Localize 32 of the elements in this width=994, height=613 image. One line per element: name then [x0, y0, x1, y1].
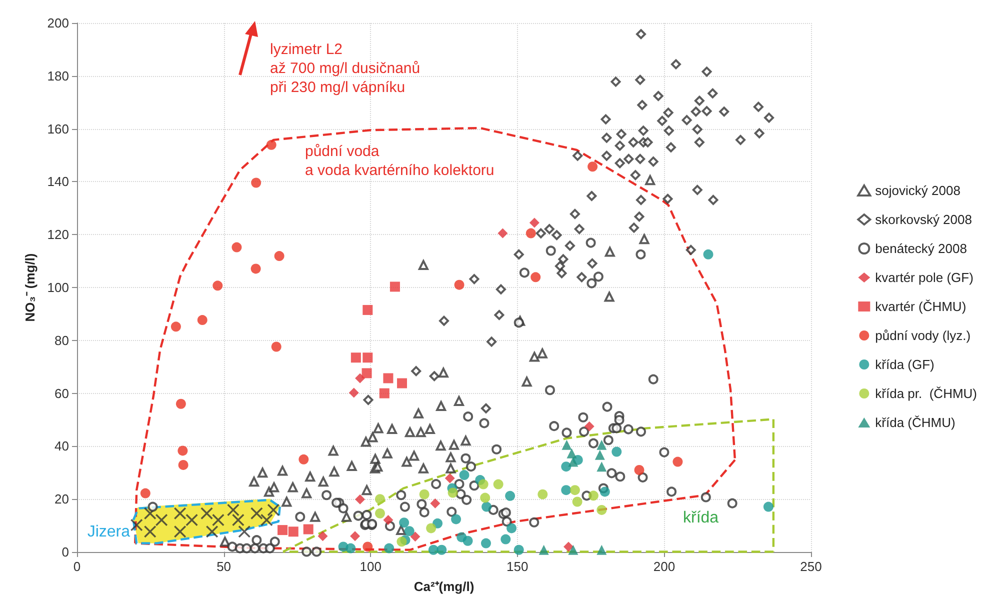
y-tick-label: 100 [47, 280, 69, 295]
y-tick-label: 140 [47, 174, 69, 190]
x-axis-title: Ca²⁺(mg/l) [414, 579, 474, 594]
y-tick-label: 160 [47, 121, 69, 136]
legend-label: kvartér pole (GF) [875, 270, 974, 285]
y-tick-label: 0 [62, 544, 69, 560]
legend-label: kvartér (ČHMU) [875, 299, 966, 314]
y-tick-label: 40 [54, 438, 69, 454]
x-tick-label: 0 [73, 559, 81, 574]
legend-label: půdní vody (lyz.) [875, 328, 971, 343]
y-tick-label: 60 [54, 386, 69, 401]
annotation: lyzimetr L2 až 700 mg/l dusičnanů při 230 mg/l vápníku [270, 40, 420, 97]
x-tick-label: 200 [653, 559, 676, 574]
annotation: křída [683, 508, 719, 528]
annotation: Jizera [87, 522, 130, 542]
x-tick-label: 100 [360, 559, 382, 574]
legend-label: sojovický 2008 [875, 183, 960, 198]
y-tick-label: 180 [47, 68, 69, 84]
x-tick-label: 250 [800, 559, 822, 574]
legend-label: křída pr. (ČHMU) [875, 386, 977, 401]
y-tick-label: 20 [54, 492, 69, 507]
legend-label: benátecký 2008 [875, 241, 967, 256]
legend-label: křída (ČHMU) [875, 415, 956, 430]
y-tick-label: 200 [47, 16, 69, 30]
y-axis-title: NO₃⁻ (mg/l) [22, 253, 38, 322]
y-tick-label: 120 [47, 227, 69, 242]
annotation: půdní voda a voda kvartérního kolektoru [305, 142, 494, 180]
legend-label: křída (GF) [875, 357, 934, 372]
legend-label: skorkovský 2008 [875, 212, 972, 227]
x-tick-label: 50 [216, 559, 232, 574]
x-tick-label: 150 [506, 559, 528, 574]
y-tick-label: 80 [54, 332, 69, 348]
